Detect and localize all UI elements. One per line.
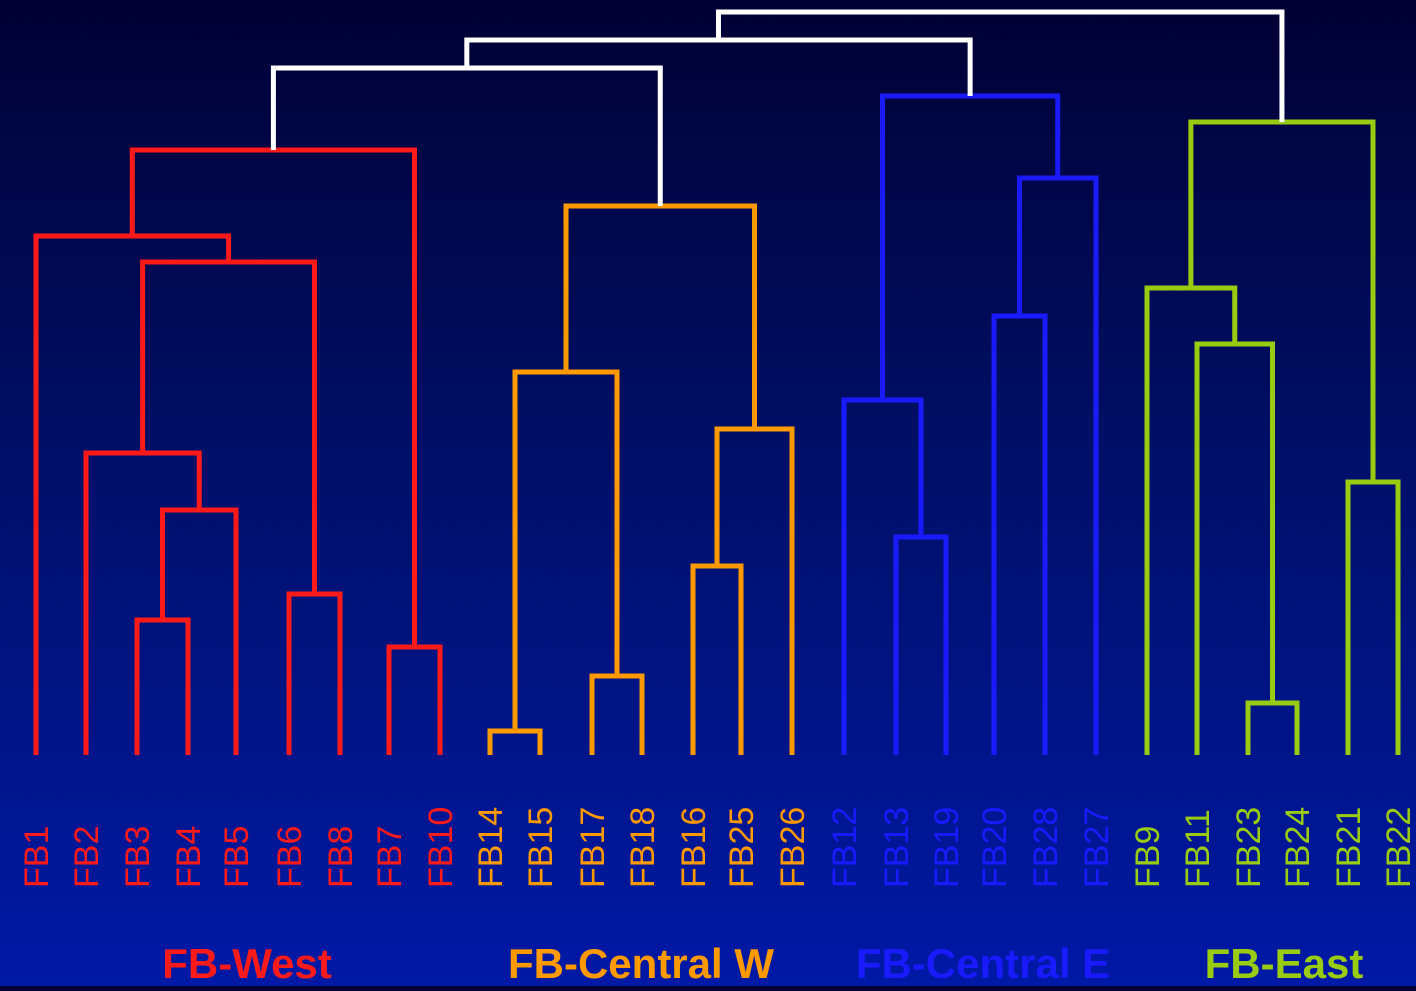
dendrogram-branch	[487, 728, 543, 755]
leaf-label: FB25	[723, 807, 761, 888]
dendrogram-branch	[286, 591, 343, 755]
dendrogram-branch	[160, 507, 239, 755]
leaf-label: FB15	[522, 807, 560, 888]
leaf-label: FB2	[68, 826, 106, 888]
dendrogram-branch	[589, 673, 645, 755]
dendrogram-branch	[129, 147, 417, 647]
leaf-label: FB19	[928, 807, 966, 888]
leaf-label: FB27	[1078, 807, 1116, 888]
leaf-label: FB11	[1179, 809, 1217, 888]
group-label-west: FB-West	[162, 940, 332, 986]
dendrogram-branch	[841, 397, 924, 755]
leaf-label: FB23	[1230, 807, 1268, 888]
group-label-central-e: FB-Central E	[856, 940, 1110, 986]
dendrogram-branch	[1188, 119, 1376, 482]
leaf-label: FB4	[170, 826, 208, 888]
dendrogram-branch	[140, 259, 317, 594]
dendrogram-branch	[386, 644, 443, 755]
leaf-label: FB20	[976, 807, 1014, 888]
leaf-label: FB3	[119, 826, 157, 888]
leaf-label: FB5	[218, 826, 256, 888]
dendrogram-branch	[563, 203, 757, 429]
dendrogram-branch	[1245, 700, 1300, 755]
leaf-label: FB26	[774, 807, 812, 888]
dendrogram-branch	[893, 534, 949, 755]
dendrogram-branch	[1144, 285, 1238, 755]
dendrogram-branch	[1345, 479, 1401, 755]
leaf-label: FB8	[322, 826, 360, 888]
group-label-central-w: FB-Central W	[508, 940, 774, 986]
leaf-label: FB7	[371, 826, 409, 888]
leaf-label: FB10	[422, 807, 460, 888]
leaf-label: FB13	[878, 807, 916, 888]
dendrogram-branch	[690, 563, 744, 755]
dendrogram-branch	[1017, 175, 1099, 755]
dendrogram-branch	[714, 426, 795, 755]
leaf-label: FB17	[574, 807, 612, 888]
leaf-label: FB21	[1330, 807, 1368, 888]
dendrogram-branch	[1194, 341, 1275, 755]
leaf-label: FB9	[1129, 826, 1167, 888]
dendrogram-branch	[715, 9, 1285, 122]
dendrogram-branch	[880, 93, 1061, 400]
leaf-label: FB16	[675, 807, 713, 888]
leaf-label: FB6	[271, 826, 309, 888]
dendrogram-branch	[83, 450, 202, 755]
dendrogram-branch	[270, 65, 663, 206]
leaf-label: FB14	[472, 807, 510, 888]
leaf-label: FB1	[18, 826, 56, 888]
leaf-label: FB24	[1279, 807, 1317, 888]
dendrogram-branch	[991, 313, 1048, 755]
group-label-east: FB-East	[1205, 940, 1364, 986]
leaf-label: FB28	[1027, 807, 1065, 888]
leaf-label: FB18	[624, 807, 662, 888]
dendrogram-branch	[134, 617, 191, 755]
leaf-label: FB22	[1380, 807, 1416, 888]
leaf-label: FB12	[826, 807, 864, 888]
